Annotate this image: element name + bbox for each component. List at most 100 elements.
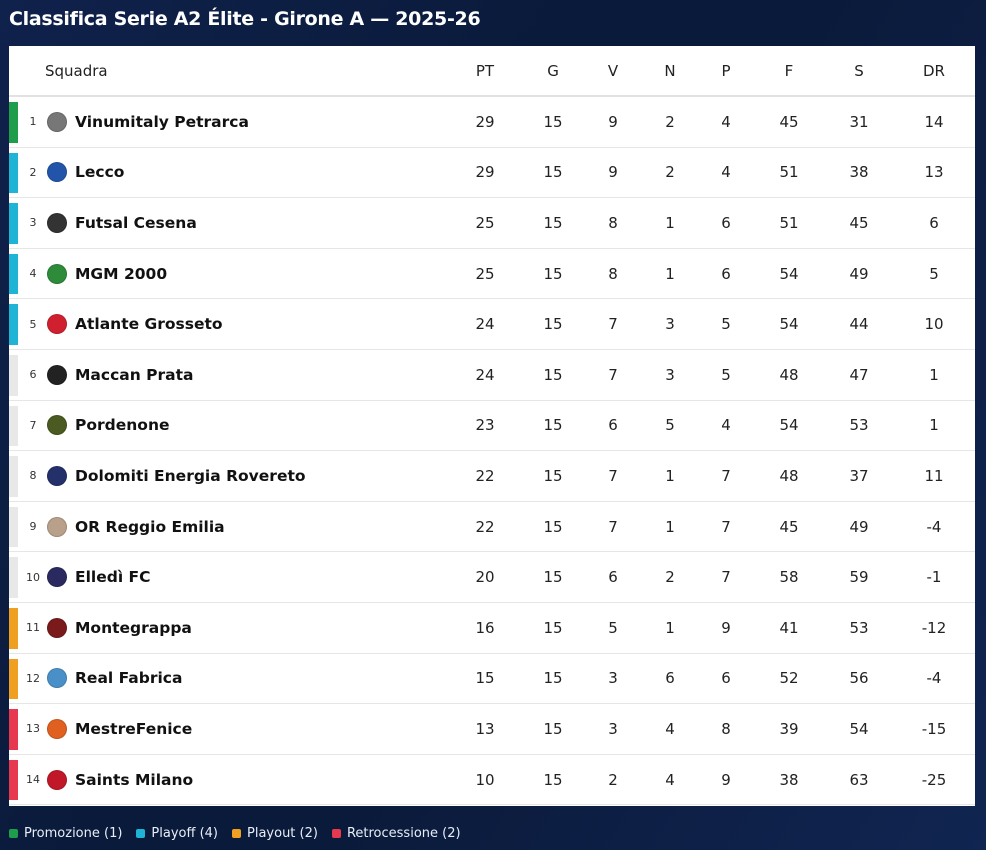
stat-dr: 14 [924, 112, 944, 131]
legend-label: Promozione (1) [24, 825, 123, 841]
stat-g: 15 [543, 213, 563, 232]
table-row[interactable]: 1 Vinumitaly Petrarca 29 15 9 2 4 45 31 14 [9, 97, 975, 148]
stat-n: 2 [665, 163, 675, 182]
table-row[interactable]: 12 Real Fabrica 15 15 3 6 6 52 56 -4 [9, 654, 975, 705]
stat-v: 6 [608, 416, 618, 435]
stat-g: 15 [543, 719, 563, 738]
header-dr[interactable]: DR [923, 61, 945, 80]
team-name[interactable]: Dolomiti Energia Rovereto [75, 466, 306, 485]
team-logo [47, 299, 67, 349]
badge-icon [47, 718, 67, 739]
stat-f: 45 [779, 112, 799, 131]
table-row[interactable]: 8 Dolomiti Energia Rovereto 22 15 7 1 7 48 37 11 [9, 451, 975, 502]
header-s[interactable]: S [854, 61, 864, 80]
team-name[interactable]: Futsal Cesena [75, 213, 197, 232]
stat-f: 48 [779, 466, 799, 485]
legend-label: Playoff (4) [151, 825, 218, 841]
stat-v: 7 [608, 365, 618, 384]
legend: Promozione (1) Playoff (4) Playout (2) Retr… [9, 823, 475, 843]
team-name[interactable]: MestreFenice [75, 719, 193, 738]
stat-v: 3 [608, 669, 618, 688]
stat-v: 2 [608, 770, 618, 789]
stat-v: 7 [608, 466, 618, 485]
stat-g: 15 [543, 466, 563, 485]
stat-s: 45 [849, 213, 869, 232]
team-name[interactable]: Atlante Grosseto [75, 315, 223, 334]
team-name[interactable]: Lecco [75, 163, 125, 182]
stat-pt: 22 [475, 466, 495, 485]
team-logo [47, 451, 67, 501]
team-name[interactable]: Maccan Prata [75, 365, 194, 384]
stat-pt: 25 [475, 264, 495, 283]
stat-s: 53 [849, 618, 869, 637]
team-logo [47, 401, 67, 451]
stat-g: 15 [543, 517, 563, 536]
stat-n: 2 [665, 568, 675, 587]
stat-pt: 20 [475, 568, 495, 587]
stat-g: 15 [543, 365, 563, 384]
stat-dr: -25 [921, 770, 947, 789]
team-logo [47, 654, 67, 704]
table-row[interactable]: 3 Futsal Cesena 25 15 8 1 6 51 45 6 [9, 198, 975, 249]
header-team[interactable]: Squadra [45, 61, 108, 80]
stat-s: 54 [849, 719, 869, 738]
table-row[interactable]: 13 MestreFenice 13 15 3 4 8 39 54 -15 [9, 704, 975, 755]
table-row[interactable]: 4 MGM 2000 25 15 8 1 6 54 49 5 [9, 249, 975, 300]
stat-f: 54 [779, 264, 799, 283]
stat-dr: -12 [921, 618, 947, 637]
header-g[interactable]: G [547, 61, 559, 80]
stat-g: 15 [543, 163, 563, 182]
shield-icon [47, 567, 67, 588]
team-name[interactable]: Saints Milano [75, 770, 194, 789]
team-name[interactable]: OR Reggio Emilia [75, 517, 225, 536]
stat-dr: 10 [924, 315, 944, 334]
stat-s: 49 [849, 264, 869, 283]
stat-p: 7 [721, 466, 731, 485]
table-row[interactable]: 9 OR Reggio Emilia 22 15 7 1 7 45 49 -4 [9, 502, 975, 553]
team-name[interactable]: Vinumitaly Petrarca [75, 112, 249, 131]
legend-label: Playout (2) [247, 825, 318, 841]
position-number: 10 [26, 570, 40, 584]
stat-f: 54 [779, 416, 799, 435]
stat-v: 9 [608, 112, 618, 131]
stat-p: 6 [721, 264, 731, 283]
stat-dr: 13 [924, 163, 944, 182]
team-name[interactable]: Montegrappa [75, 618, 192, 637]
team-logo [47, 552, 67, 602]
team-name[interactable]: MGM 2000 [75, 264, 168, 283]
table-row[interactable]: 2 Lecco 29 15 9 2 4 51 38 13 [9, 148, 975, 199]
team-logo [47, 350, 67, 400]
table-row[interactable]: 11 Montegrappa 16 15 5 1 9 41 53 -12 [9, 603, 975, 654]
header-p[interactable]: P [721, 61, 731, 80]
team-logo [47, 603, 67, 653]
stat-s: 56 [849, 669, 869, 688]
stat-s: 37 [849, 466, 869, 485]
stat-f: 51 [779, 163, 799, 182]
stat-n: 1 [665, 213, 675, 232]
stat-g: 15 [543, 416, 563, 435]
table-row[interactable]: 14 Saints Milano 10 15 2 4 9 38 63 -25 [9, 755, 975, 806]
table-row[interactable]: 5 Atlante Grosseto 24 15 7 3 5 54 44 10 [9, 299, 975, 350]
header-v[interactable]: V [607, 61, 619, 80]
team-name[interactable]: Real Fabrica [75, 669, 183, 688]
zone-indicator [9, 203, 18, 244]
table-row[interactable]: 10 Elledì FC 20 15 6 2 7 58 59 -1 [9, 552, 975, 603]
stat-v: 7 [608, 315, 618, 334]
stat-g: 15 [543, 770, 563, 789]
zone-indicator [9, 759, 18, 801]
team-name[interactable]: Pordenone [75, 416, 170, 435]
header-n[interactable]: N [664, 61, 676, 80]
stat-dr: 5 [929, 264, 939, 283]
position-number: 1 [29, 115, 37, 129]
legend-item-retrocessione: Retrocessione (2) [331, 826, 461, 841]
stat-g: 15 [543, 264, 563, 283]
stat-f: 48 [779, 365, 799, 384]
position-number: 4 [29, 267, 37, 281]
shield-icon [47, 364, 67, 385]
header-pt[interactable]: PT [475, 61, 495, 80]
table-row[interactable]: 7 Pordenone 23 15 6 5 4 54 53 1 [9, 401, 975, 452]
table-row[interactable]: 6 Maccan Prata 24 15 7 3 5 48 47 1 [9, 350, 975, 401]
team-name[interactable]: Elledì FC [75, 568, 151, 587]
stat-n: 3 [665, 365, 675, 384]
header-f[interactable]: F [784, 61, 794, 80]
